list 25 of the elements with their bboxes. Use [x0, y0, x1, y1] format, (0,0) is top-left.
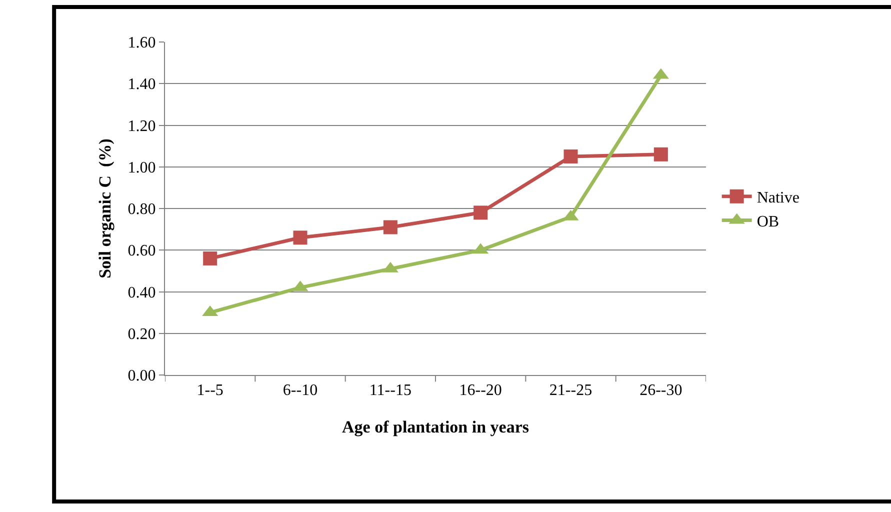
point	[203, 251, 218, 266]
point	[564, 149, 578, 164]
x-tick-label: 11--15	[369, 382, 412, 400]
point	[474, 206, 488, 220]
x-tick-label: 21--25	[549, 382, 592, 400]
y-tick-label: 1.40	[128, 76, 156, 94]
x-tick-label: 6--10	[282, 382, 318, 400]
y-axis-title: Soil organic C (%)	[95, 138, 114, 278]
x-tick-label: 1--5	[196, 382, 224, 400]
point	[293, 230, 308, 245]
legend-label: Native	[756, 190, 800, 207]
point	[654, 147, 668, 162]
x-axis-title: Age of plantation in years	[342, 418, 530, 437]
y-tick-label: 0.40	[128, 284, 156, 302]
y-tick-label: 0.80	[128, 201, 156, 218]
point	[383, 220, 398, 234]
y-tick-label: 1.00	[128, 159, 156, 176]
y-tick-label: 1.60	[128, 34, 156, 52]
x-tick-label: 16--20	[459, 382, 502, 400]
legend-label: OB	[756, 213, 780, 230]
y-tick-label: 0.20	[128, 326, 156, 343]
y-tick-label: 0.00	[128, 368, 156, 385]
x-tick-label: 26--30	[640, 382, 682, 400]
y-tick-label: 1.20	[128, 118, 156, 135]
y-tick-label: 0.60	[128, 242, 156, 260]
